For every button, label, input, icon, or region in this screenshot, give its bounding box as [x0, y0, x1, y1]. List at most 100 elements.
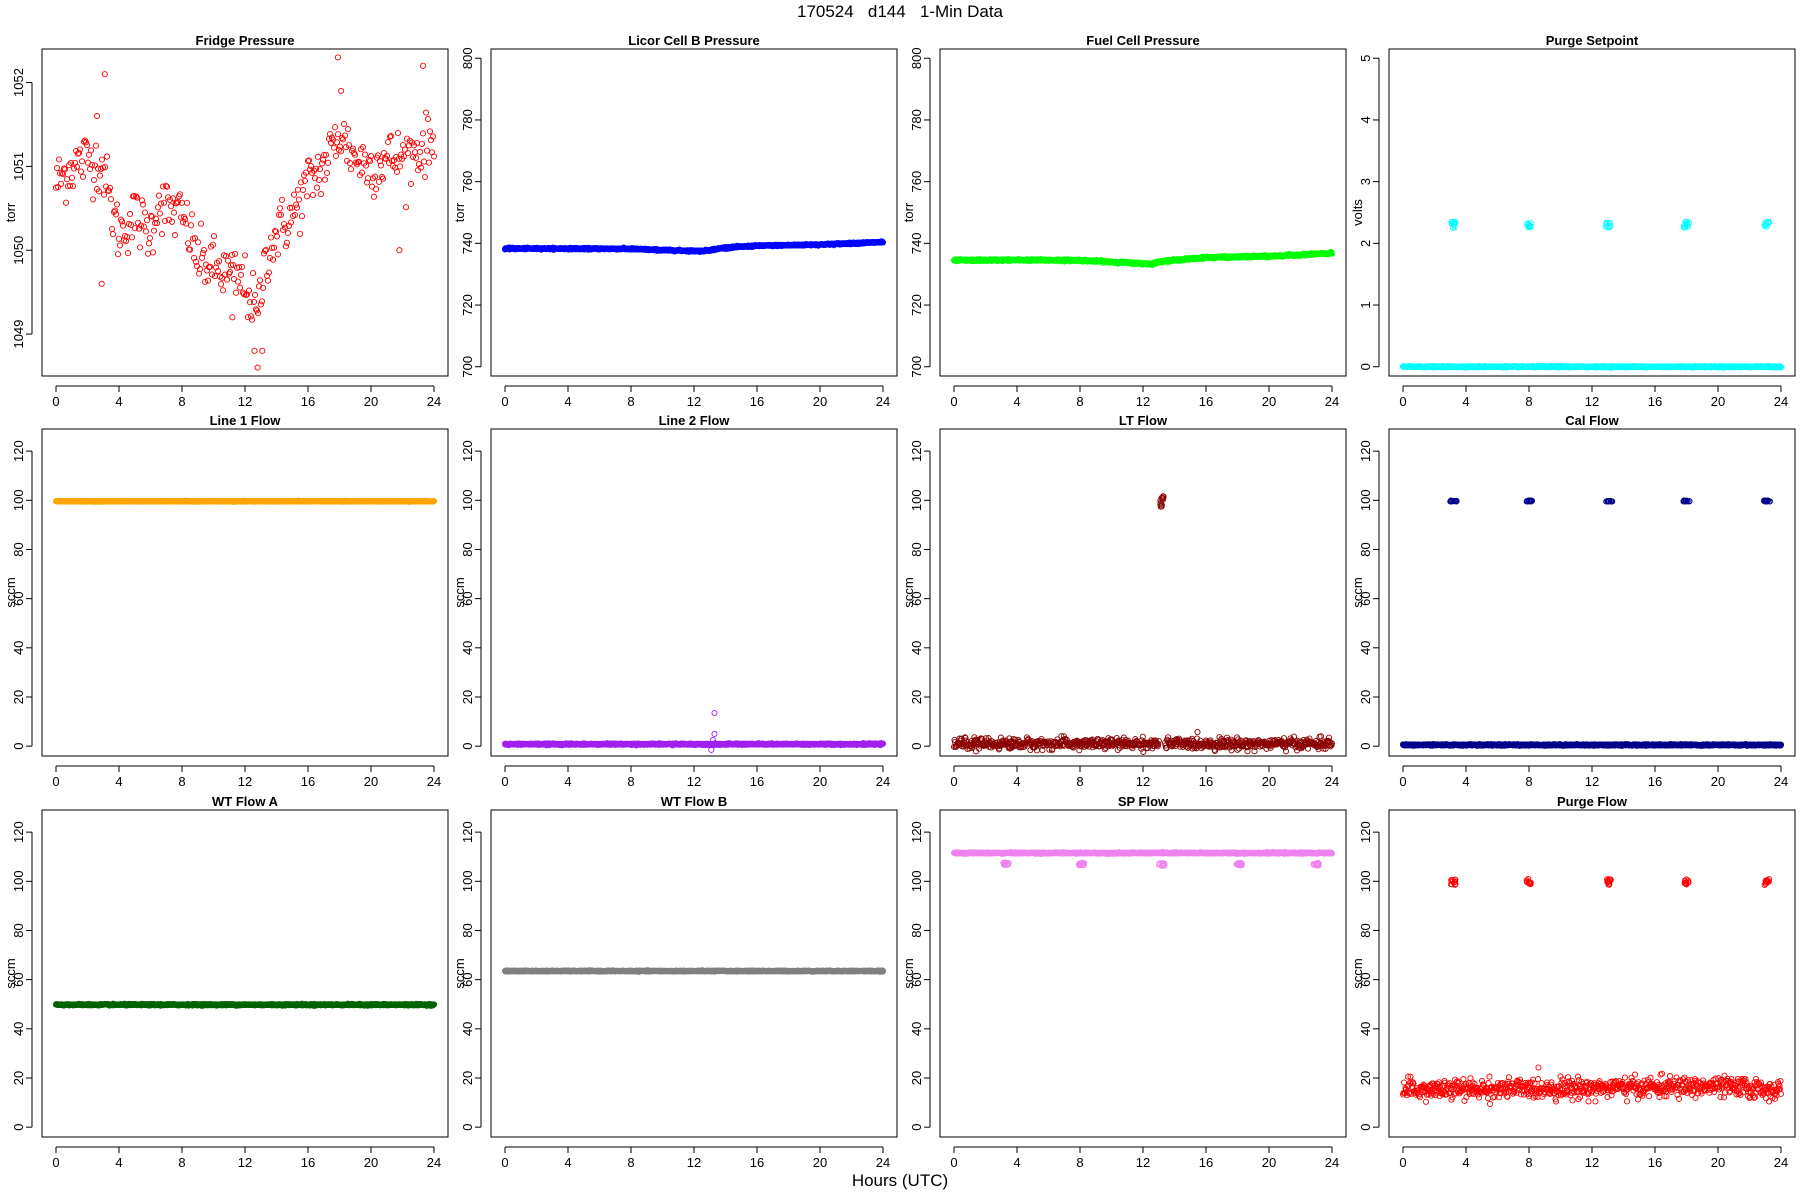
- y-tick-label: 5: [1358, 55, 1373, 62]
- data-point: [229, 261, 237, 268]
- x-tick-label: 4: [564, 394, 571, 409]
- data-point: [183, 199, 191, 206]
- y-tick-label: 120: [11, 440, 26, 462]
- x-tick-label: 12: [238, 774, 252, 789]
- data-point: [158, 231, 166, 238]
- data-point: [200, 247, 208, 254]
- data-point: [139, 201, 147, 208]
- data-point: [169, 195, 177, 202]
- data-point: [271, 227, 279, 234]
- y-tick-label: 3: [1358, 178, 1373, 185]
- data-point: [166, 196, 174, 203]
- x-tick-label: 20: [1262, 394, 1276, 409]
- data-point: [112, 211, 120, 218]
- data-points: [52, 54, 438, 371]
- data-point: [54, 183, 62, 191]
- data-point: [181, 216, 189, 223]
- data-point: [75, 149, 83, 157]
- x-tick-label: 20: [364, 394, 378, 409]
- data-point: [70, 165, 78, 172]
- data-point: [430, 153, 438, 160]
- y-axis-label: torr: [3, 202, 18, 222]
- data-point: [68, 174, 76, 181]
- data-point: [394, 129, 402, 137]
- data-point: [98, 280, 105, 287]
- panel-title: Line 1 Flow: [210, 413, 282, 428]
- data-point: [147, 212, 155, 219]
- plot-frame: [41, 428, 449, 757]
- data-point: [338, 87, 345, 94]
- y-tick-label: 40: [11, 641, 26, 655]
- data-point: [124, 250, 132, 257]
- data-point: [321, 176, 329, 183]
- data-point: [229, 314, 236, 321]
- data-point: [290, 191, 298, 198]
- y-tick-label: 1049: [11, 320, 26, 349]
- data-point: [150, 227, 158, 234]
- data-point: [425, 159, 433, 166]
- data-point: [342, 144, 350, 151]
- x-tick-label: 12: [1136, 394, 1150, 409]
- y-tick-label: 780: [460, 109, 475, 131]
- data-point: [105, 187, 113, 194]
- data-point: [154, 204, 162, 211]
- data-point: [416, 148, 424, 155]
- data-point: [334, 54, 341, 61]
- data-point: [196, 266, 204, 273]
- data-point: [171, 232, 179, 239]
- data-point: [214, 267, 222, 275]
- data-point: [122, 238, 130, 245]
- data-point: [293, 204, 301, 211]
- data-point: [285, 222, 293, 229]
- data-point: [217, 281, 225, 288]
- data-point: [256, 277, 264, 284]
- data-point: [322, 151, 330, 158]
- data-point: [418, 140, 426, 147]
- y-axis-label: torr: [452, 202, 467, 222]
- data-point: [60, 165, 68, 172]
- data-point: [314, 153, 322, 160]
- x-tick-label: 0: [1399, 394, 1406, 409]
- y-tick-label: 1050: [11, 236, 26, 265]
- data-point: [251, 291, 259, 298]
- data-point: [195, 270, 203, 277]
- data-point: [361, 151, 369, 158]
- data-point: [152, 215, 160, 222]
- data-point: [236, 284, 244, 291]
- data-point: [161, 217, 169, 225]
- data-point: [135, 225, 143, 232]
- data-point: [291, 211, 299, 219]
- x-tick-label: 0: [950, 394, 957, 409]
- data-point: [359, 144, 367, 151]
- data-point: [422, 109, 430, 116]
- data-point: [137, 222, 145, 229]
- data-point: [277, 211, 285, 218]
- panel-title: Fridge Pressure: [196, 33, 295, 48]
- data-point: [128, 234, 136, 241]
- data-point: [69, 183, 77, 190]
- y-tick-label: 20: [11, 690, 26, 704]
- data-point: [194, 239, 202, 246]
- y-axis-label: volts: [1350, 199, 1365, 226]
- data-point: [315, 176, 323, 184]
- data-point: [400, 153, 408, 160]
- data-point: [206, 263, 214, 270]
- data-point: [168, 218, 176, 225]
- data-point: [242, 291, 250, 299]
- data-point: [310, 167, 318, 174]
- data-point: [87, 147, 95, 154]
- data-point: [142, 228, 150, 235]
- data-point: [140, 223, 148, 230]
- data-point: [215, 258, 223, 265]
- data-point: [119, 222, 127, 229]
- data-point: [241, 252, 249, 259]
- data-point: [116, 242, 124, 249]
- data-point: [56, 170, 64, 177]
- data-point: [404, 149, 412, 157]
- plot-frame: [1388, 48, 1796, 377]
- data-point: [278, 196, 286, 203]
- data-point: [219, 287, 227, 294]
- data-point: [424, 115, 432, 123]
- y-tick-label: 760: [909, 171, 924, 193]
